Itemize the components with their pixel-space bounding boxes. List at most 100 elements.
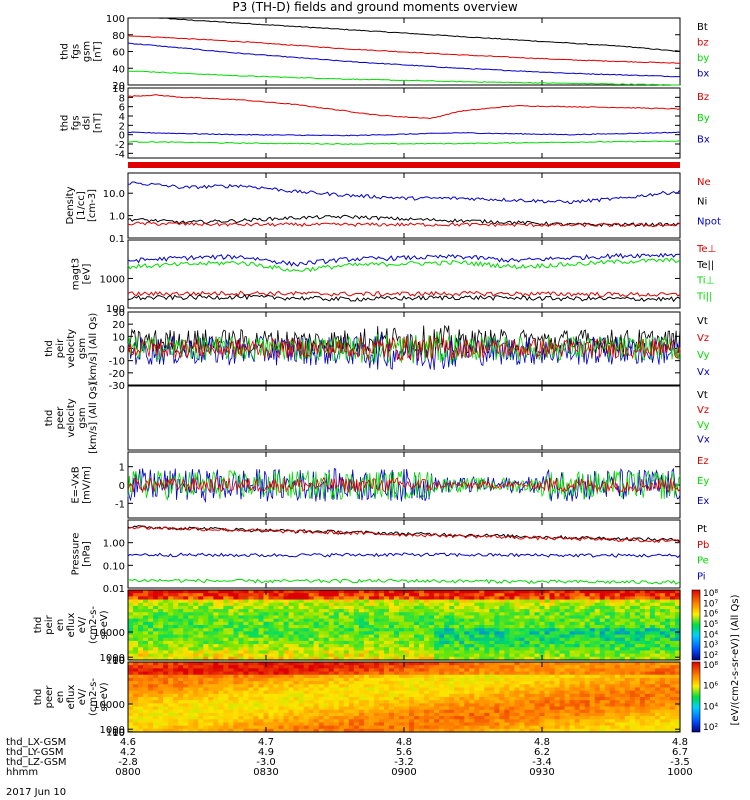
spectrogram-cell (188, 602, 194, 607)
spectrogram-cell (534, 612, 541, 617)
spectrogram-cell (363, 615, 370, 620)
spectrogram-cell (589, 722, 596, 727)
spectrogram-cell (599, 618, 606, 623)
spectrogram-cell (248, 631, 255, 636)
spectrogram-cell (138, 637, 144, 642)
spectrogram-cell (549, 719, 556, 724)
spectrogram-cell (544, 615, 551, 620)
spectrogram-cell (594, 599, 601, 604)
spectrogram-cell (238, 681, 245, 685)
spectrogram-cell (218, 668, 224, 673)
spectrogram-cell (499, 719, 505, 724)
spectrogram-cell (574, 668, 581, 673)
spectrogram-cell (594, 662, 601, 666)
spectrogram-cell (298, 644, 305, 648)
spectrogram-cell (373, 697, 380, 701)
spectrogram-cell (173, 722, 179, 727)
spectrogram-cell (248, 590, 255, 594)
spectrogram-cell (223, 612, 229, 617)
spectrogram-cell (268, 634, 275, 639)
spectrogram-cell (313, 712, 320, 717)
spectrogram-cell (454, 653, 460, 658)
spectrogram-cell (619, 612, 626, 617)
spectrogram-cell (659, 674, 666, 679)
spectrogram-cell (539, 674, 546, 679)
spectrogram-cell (524, 722, 531, 727)
spectrogram-cell (639, 716, 646, 720)
spectrogram-cell (138, 684, 144, 689)
spectrogram-cell (639, 615, 646, 620)
spectrogram-cell (283, 681, 290, 685)
spectrogram-cell (434, 687, 440, 692)
spectrogram-cell (383, 640, 390, 645)
spectrogram-cell (499, 599, 505, 604)
spectrogram-cell (444, 697, 450, 701)
spectrogram-cell (213, 644, 219, 648)
spectrogram-cell (489, 712, 495, 717)
spectrogram-cell (639, 677, 646, 682)
spectrogram-cell (449, 634, 455, 639)
y-axis-label: magt3 [eV] (71, 258, 93, 291)
spectrogram-cell (649, 631, 656, 636)
spectrogram-cell (338, 621, 345, 626)
spectrogram-cell (143, 631, 149, 636)
spectrogram-cell (163, 687, 169, 692)
spectrogram-cell (238, 662, 245, 666)
spectrogram-cell (514, 706, 521, 711)
spectrogram-cell (148, 697, 154, 701)
spectrogram-cell (308, 640, 315, 645)
spectrogram-cell (524, 697, 531, 701)
spectrogram-cell (449, 662, 455, 666)
spectrogram-cell (193, 662, 199, 666)
spectrogram-cell (624, 650, 631, 655)
spectrogram-cell (604, 609, 611, 613)
spectrogram-cell (238, 640, 245, 645)
spectrogram-cell (258, 690, 265, 695)
y-axis-label: E=-VxB [mV/m] (71, 466, 93, 504)
spectrogram-cell (634, 706, 641, 711)
spectrogram-cell (383, 725, 390, 730)
spectrogram-cell (158, 684, 164, 689)
spectrogram-cell (248, 690, 255, 695)
spectrogram-cell (514, 677, 521, 682)
spectrogram-cell (313, 693, 320, 698)
spectrogram-cell (589, 716, 596, 720)
spectrogram-cell (594, 596, 601, 601)
spectrogram-cell (248, 719, 255, 724)
spectrogram-cell (203, 650, 209, 655)
spectrogram-cell (639, 631, 646, 636)
spectrogram-cell (419, 681, 425, 685)
spectrogram-cell (539, 665, 546, 669)
spectrogram-cell (574, 634, 581, 639)
spectrogram-cell (243, 621, 250, 626)
spectrogram-cell (298, 671, 305, 676)
spectrogram-cell (273, 625, 280, 629)
spectrogram-cell (539, 671, 546, 676)
spectrogram-cell (509, 637, 515, 642)
spectrogram-cell (233, 647, 239, 652)
spectrogram-cell (509, 693, 515, 698)
spectrogram-cell (659, 593, 666, 597)
spectrogram-cell (203, 628, 209, 632)
spectrogram-cell (168, 668, 174, 673)
spectrogram-cell (388, 596, 395, 601)
spectrogram-cell (634, 693, 641, 698)
spectrogram-cell (639, 706, 646, 711)
spectrogram-cell (158, 656, 164, 661)
spectrogram-cell (539, 618, 546, 623)
spectrogram-cell (604, 590, 611, 594)
spectrogram-cell (193, 637, 199, 642)
spectrogram-cell (609, 712, 616, 717)
spectrogram-cell (559, 605, 566, 610)
spectrogram-cell (363, 605, 370, 610)
spectrogram-cell (414, 716, 420, 720)
spectrogram-cell (198, 668, 204, 673)
spectrogram-cell (594, 644, 601, 648)
spectrogram-cell (439, 706, 445, 711)
spectrogram-cell (634, 697, 641, 701)
spectrogram-cell (128, 647, 134, 652)
spectrogram-cell (479, 653, 485, 658)
spectrogram-cell (494, 665, 500, 669)
spectrogram-cell (198, 719, 204, 724)
spectrogram-cell (228, 681, 234, 685)
